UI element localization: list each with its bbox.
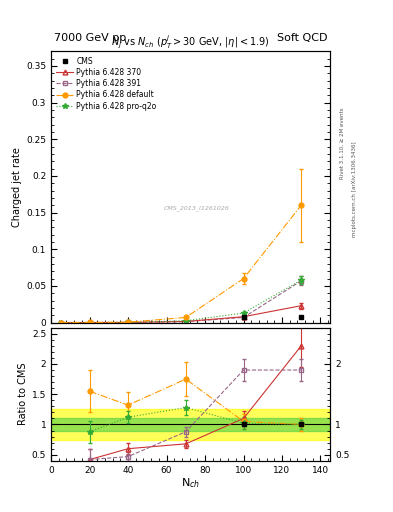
Text: mcplots.cern.ch [arXiv:1306.3436]: mcplots.cern.ch [arXiv:1306.3436] bbox=[352, 142, 357, 237]
Text: Soft QCD: Soft QCD bbox=[277, 33, 327, 43]
X-axis label: N$_{ch}$: N$_{ch}$ bbox=[181, 476, 200, 490]
Text: 7000 GeV pp: 7000 GeV pp bbox=[54, 33, 126, 43]
Y-axis label: Ratio to CMS: Ratio to CMS bbox=[18, 363, 28, 425]
Y-axis label: Charged jet rate: Charged jet rate bbox=[12, 147, 22, 227]
Bar bbox=[51, 410, 330, 440]
Text: CMS_2013_I1261026: CMS_2013_I1261026 bbox=[163, 206, 229, 211]
Legend: CMS, Pythia 6.428 370, Pythia 6.428 391, Pythia 6.428 default, Pythia 6.428 pro-: CMS, Pythia 6.428 370, Pythia 6.428 391,… bbox=[55, 55, 158, 112]
Title: $N_j$ vs $N_{ch}$ ($p_T^j$$>$30 GeV, $|\eta|$$<$1.9): $N_j$ vs $N_{ch}$ ($p_T^j$$>$30 GeV, $|\… bbox=[111, 34, 270, 51]
Text: Rivet 3.1.10, ≥ 2M events: Rivet 3.1.10, ≥ 2M events bbox=[340, 108, 345, 179]
Bar bbox=[51, 418, 330, 431]
